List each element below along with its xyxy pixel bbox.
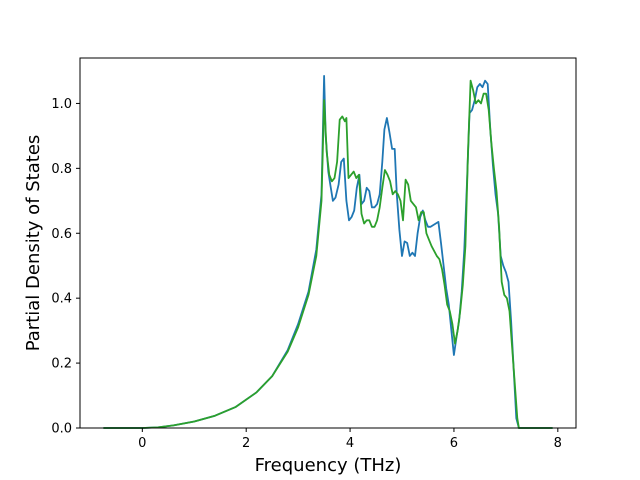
x-tick-label: 0 xyxy=(138,436,146,451)
y-tick-label: 0.0 xyxy=(51,422,72,437)
y-tick-label: 1.0 xyxy=(51,97,72,112)
axes-frame xyxy=(79,57,577,429)
series-group xyxy=(103,75,553,429)
x-axis-label: Frequency (THz) xyxy=(255,455,402,476)
x-tick-label: 2 xyxy=(242,436,250,451)
y-tick-label: 0.4 xyxy=(51,292,72,307)
y-axis-label: Partial Density of States xyxy=(23,135,44,352)
series-line-2 xyxy=(103,79,553,429)
x-axis-ticks: 0 2 4 6 8 xyxy=(138,428,562,451)
y-axis-ticks: 0.0 0.2 0.4 0.6 0.8 1.0 xyxy=(51,97,80,437)
y-tick-label: 0.2 xyxy=(51,357,72,372)
y-tick-label: 0.8 xyxy=(51,162,72,177)
x-tick-label: 6 xyxy=(450,436,458,451)
x-tick-label: 4 xyxy=(346,436,354,451)
x-tick-label: 8 xyxy=(554,436,562,451)
plot-area xyxy=(79,57,577,429)
y-tick-label: 0.6 xyxy=(51,227,72,242)
